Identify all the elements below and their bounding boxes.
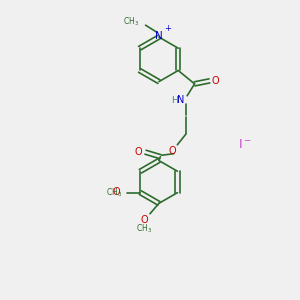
Text: CH$_3$: CH$_3$ [123,16,140,28]
Text: O: O [135,147,142,157]
Text: O: O [113,188,120,197]
Text: +: + [164,24,171,33]
Text: H: H [171,96,178,105]
Text: N: N [177,95,184,105]
Text: O: O [140,215,148,225]
Text: N: N [155,32,163,41]
Text: O: O [169,146,176,156]
Text: CH$_3$: CH$_3$ [106,186,122,199]
Text: O: O [212,76,219,86]
Text: CH$_3$: CH$_3$ [136,223,152,236]
Text: I$^-$: I$^-$ [238,138,252,151]
